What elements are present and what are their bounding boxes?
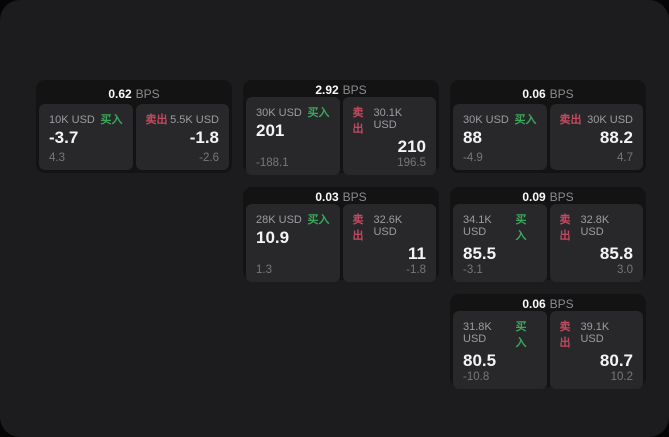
bps-value: 0.62 — [108, 86, 132, 101]
quote-card: 0.62 BPS 10K USD 买入 -3.7 4.3 卖出 5.5K USD — [36, 80, 232, 173]
sell-panel[interactable]: 卖出 30K USD 88.2 4.7 — [549, 104, 643, 170]
bps-unit: BPS — [342, 83, 367, 97]
buy-panel[interactable]: 28K USD 买入 10.9 1.3 — [246, 204, 340, 282]
quote-card: 0.06 BPS 31.8K USD 买入 80.5 -10.8 卖出 39.1… — [450, 294, 646, 389]
buy-amount: 34.1K USD — [463, 214, 492, 238]
quote-cards-grid: 0.62 BPS 10K USD 买入 -3.7 4.3 卖出 5.5K USD — [36, 80, 646, 389]
bps-header: 0.09 BPS — [453, 190, 643, 204]
sell-price: 88.2 — [599, 128, 633, 147]
buy-label: 买入 — [307, 214, 330, 226]
bps-value: 0.09 — [522, 190, 546, 204]
bps-value: 2.92 — [315, 83, 339, 97]
bps-header: 0.06 BPS — [453, 83, 643, 104]
buy-amount: 10K USD — [49, 114, 95, 126]
buy-delta: -3.1 — [463, 263, 483, 276]
buy-price: 88 — [463, 128, 482, 147]
sell-delta: -2.6 — [199, 152, 219, 164]
buy-price: -3.7 — [49, 128, 79, 147]
bps-value: 0.06 — [522, 297, 546, 311]
sell-delta: 3.0 — [617, 263, 633, 276]
buy-delta: -4.9 — [463, 152, 483, 164]
sell-amount: 32.8K USD — [580, 214, 610, 238]
sell-amount: 39.1K USD — [580, 321, 610, 345]
bps-header: 0.03 BPS — [246, 190, 436, 204]
buy-amount: 30K USD — [256, 107, 302, 119]
buy-panel[interactable]: 10K USD 买入 -3.7 4.3 — [39, 104, 133, 170]
quote-card: 0.09 BPS 34.1K USD 买入 85.5 -3.1 卖出 32.8K… — [450, 187, 646, 282]
buy-amount: 28K USD — [256, 214, 302, 226]
bps-value: 0.03 — [315, 190, 339, 204]
bps-header: 2.92 BPS — [246, 83, 436, 97]
buy-panel[interactable]: 30K USD 买入 88 -4.9 — [453, 104, 547, 170]
bps-unit: BPS — [549, 297, 574, 311]
bps-unit: BPS — [342, 190, 367, 204]
buy-delta: -10.8 — [463, 370, 490, 383]
sell-price: -1.8 — [189, 128, 219, 147]
sell-amount: 32.6K USD — [373, 214, 403, 238]
sell-panel[interactable]: 卖出 5.5K USD -1.8 -2.6 — [135, 104, 229, 170]
buy-panel[interactable]: 31.8K USD 买入 80.5 -10.8 — [453, 311, 547, 389]
quote-card: 0.06 BPS 30K USD 买入 88 -4.9 卖出 30K USD — [450, 80, 646, 173]
buy-label: 买入 — [100, 114, 123, 126]
sell-panel[interactable]: 卖出 30.1K USD 210 196.5 — [342, 97, 436, 175]
buy-label: 买入 — [515, 321, 527, 349]
buy-price: 85.5 — [463, 244, 497, 263]
sell-delta: 4.7 — [617, 152, 633, 164]
sell-amount: 5.5K USD — [170, 114, 219, 126]
sell-panel[interactable]: 卖出 39.1K USD 80.7 10.2 — [549, 311, 643, 389]
sell-price: 11 — [408, 244, 426, 263]
bps-header: 0.62 BPS — [39, 83, 229, 104]
buy-label: 买入 — [307, 107, 330, 119]
buy-price: 201 — [256, 121, 285, 140]
buy-delta: 1.3 — [256, 263, 272, 276]
quote-card: 2.92 BPS 30K USD 买入 201 -188.1 卖出 30.1K … — [243, 80, 439, 175]
sell-price: 85.8 — [599, 244, 633, 263]
sell-label: 卖出 — [145, 114, 168, 126]
sell-price: 210 — [397, 137, 426, 156]
buy-price: 10.9 — [256, 228, 290, 247]
sell-label: 卖出 — [352, 107, 364, 135]
bps-unit: BPS — [549, 86, 574, 101]
bps-header: 0.06 BPS — [453, 297, 643, 311]
buy-label: 买入 — [515, 214, 527, 242]
bps-value: 0.06 — [522, 86, 546, 101]
sell-delta: 10.2 — [610, 370, 633, 383]
sell-amount: 30K USD — [587, 114, 633, 126]
buy-delta: -188.1 — [256, 156, 289, 169]
buy-panel[interactable]: 30K USD 买入 201 -188.1 — [246, 97, 340, 175]
buy-panel[interactable]: 34.1K USD 买入 85.5 -3.1 — [453, 204, 547, 282]
buy-amount: 30K USD — [463, 114, 509, 126]
bps-unit: BPS — [549, 190, 574, 204]
buy-delta: 4.3 — [49, 152, 65, 164]
sell-delta: -1.8 — [406, 263, 426, 276]
sell-panel[interactable]: 卖出 32.8K USD 85.8 3.0 — [549, 204, 643, 282]
sell-label: 卖出 — [352, 214, 364, 242]
bps-unit: BPS — [135, 86, 160, 101]
buy-amount: 31.8K USD — [463, 321, 492, 345]
sell-label: 卖出 — [559, 214, 571, 242]
sell-amount: 30.1K USD — [373, 107, 403, 131]
buy-price: 80.5 — [463, 351, 497, 370]
sell-label: 卖出 — [559, 114, 582, 126]
buy-label: 买入 — [514, 114, 537, 126]
sell-label: 卖出 — [559, 321, 571, 349]
sell-delta: 196.5 — [397, 156, 426, 169]
sell-panel[interactable]: 卖出 32.6K USD 11 -1.8 — [342, 204, 436, 282]
sell-price: 80.7 — [599, 351, 633, 370]
quote-card: 0.03 BPS 28K USD 买入 10.9 1.3 卖出 32.6K US… — [243, 187, 439, 282]
